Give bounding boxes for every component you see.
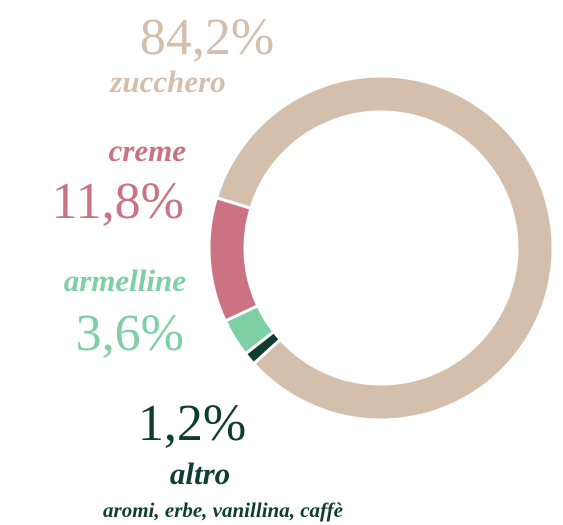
subtitle: aromi, erbe, vanillina, caffè <box>103 498 343 522</box>
value-label: 11,8% <box>52 173 184 230</box>
category-label: altro <box>170 456 230 491</box>
donut-slice <box>207 195 260 324</box>
value-label: 84,2% <box>140 9 274 66</box>
category-label: armelline <box>64 263 187 298</box>
value-label: 1,2% <box>138 395 246 452</box>
donut-slice <box>214 74 555 422</box>
value-label: 3,6% <box>76 305 184 362</box>
category-label: zucchero <box>109 64 225 99</box>
category-label: creme <box>109 133 187 168</box>
